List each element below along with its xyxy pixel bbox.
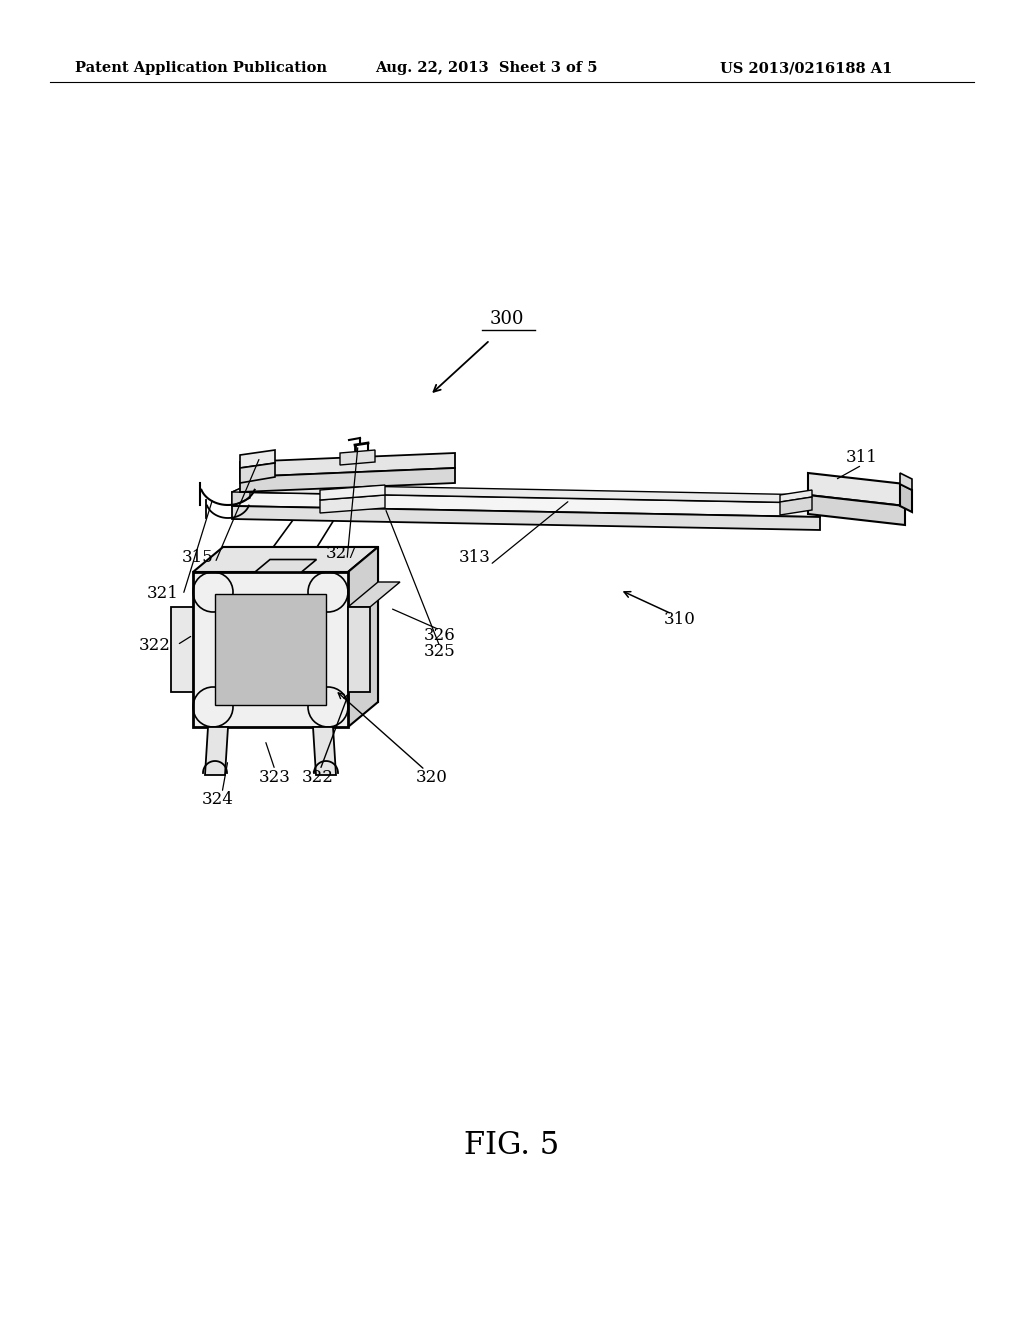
Polygon shape [240, 450, 275, 469]
Polygon shape [193, 572, 348, 727]
Polygon shape [900, 484, 912, 512]
Polygon shape [223, 546, 378, 702]
Polygon shape [205, 727, 228, 775]
Polygon shape [232, 484, 250, 506]
Polygon shape [240, 455, 255, 477]
Polygon shape [193, 546, 378, 572]
Text: 321: 321 [147, 585, 179, 602]
Polygon shape [348, 582, 400, 607]
Polygon shape [240, 469, 455, 492]
Polygon shape [808, 473, 905, 506]
Text: 327: 327 [326, 544, 358, 561]
Text: 326: 326 [424, 627, 456, 644]
Text: 324: 324 [202, 792, 233, 808]
Text: 300: 300 [489, 310, 524, 327]
Text: Aug. 22, 2013  Sheet 3 of 5: Aug. 22, 2013 Sheet 3 of 5 [375, 61, 597, 75]
Polygon shape [232, 492, 820, 517]
Polygon shape [340, 450, 375, 465]
Text: 323: 323 [259, 770, 291, 787]
Text: 322: 322 [302, 770, 334, 787]
Polygon shape [900, 473, 912, 490]
Polygon shape [255, 560, 316, 572]
Text: FIG. 5: FIG. 5 [464, 1130, 560, 1160]
Polygon shape [319, 484, 385, 500]
Polygon shape [240, 463, 275, 483]
Polygon shape [780, 490, 812, 502]
Polygon shape [348, 546, 378, 727]
Text: 315: 315 [182, 549, 214, 566]
Polygon shape [240, 453, 455, 477]
Text: 310: 310 [664, 611, 696, 628]
Text: 322: 322 [139, 636, 171, 653]
Text: 320: 320 [416, 770, 447, 787]
Polygon shape [171, 607, 193, 692]
Polygon shape [808, 495, 905, 525]
Polygon shape [348, 607, 370, 692]
Polygon shape [780, 498, 812, 515]
Polygon shape [319, 495, 385, 513]
Polygon shape [232, 484, 820, 503]
Text: 325: 325 [424, 644, 456, 660]
Text: 311: 311 [846, 450, 878, 466]
Text: 313: 313 [459, 549, 490, 566]
Polygon shape [232, 506, 820, 531]
Polygon shape [313, 727, 336, 775]
Text: US 2013/0216188 A1: US 2013/0216188 A1 [720, 61, 892, 75]
Text: Patent Application Publication: Patent Application Publication [75, 61, 327, 75]
Polygon shape [215, 594, 326, 705]
